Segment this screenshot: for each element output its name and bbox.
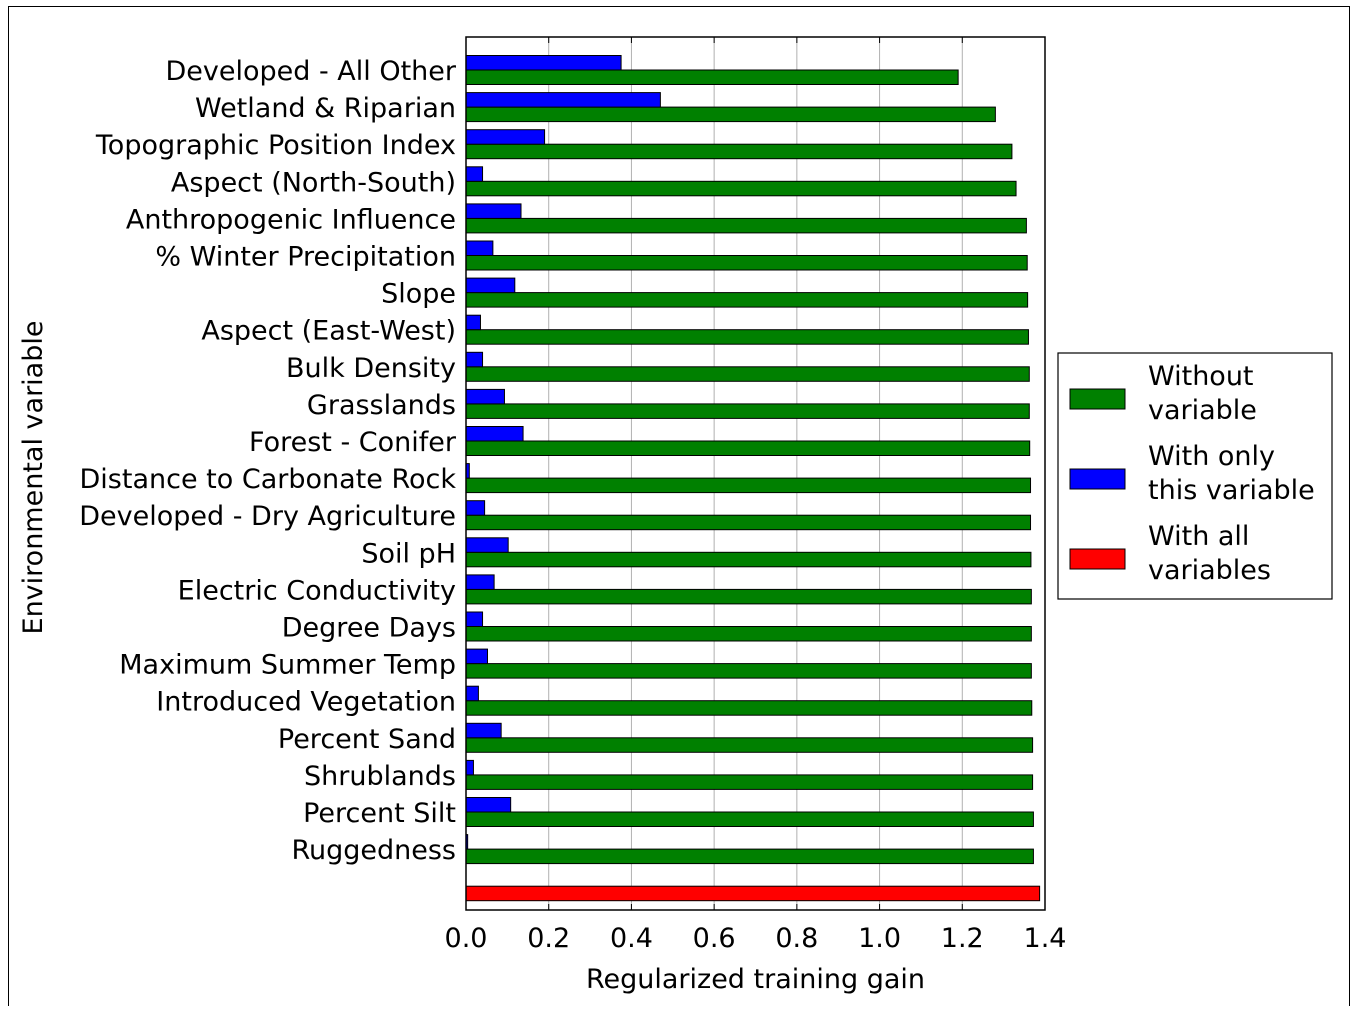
bar-without-variable	[465, 106, 996, 123]
legend-swatch	[1069, 468, 1126, 490]
legend-label: variable	[1148, 395, 1257, 426]
bar-without-variable	[465, 143, 1013, 160]
bar-with-only-this-variable	[465, 611, 484, 627]
bar-without-variable	[465, 514, 1032, 531]
y-tick-label: % Winter Precipitation	[155, 242, 456, 273]
bar-with-only-this-variable	[465, 426, 524, 442]
y-tick-label: Soil pH	[361, 538, 456, 569]
bar-with-only-this-variable	[465, 277, 516, 294]
bar-with-only-this-variable	[465, 129, 546, 145]
bar-with-only-this-variable	[465, 240, 494, 256]
bar-with-only-this-variable	[465, 537, 509, 553]
legend-label: variables	[1148, 555, 1271, 586]
y-tick-label: Percent Silt	[303, 798, 456, 829]
bar-with-only-this-variable	[465, 797, 512, 813]
bar-without-variable	[465, 440, 1031, 456]
y-tick-label: Wetland & Riparian	[195, 93, 456, 124]
bar-with-only-this-variable	[465, 759, 474, 776]
bar-without-variable	[465, 329, 1029, 345]
y-tick-label: Electric Conductivity	[178, 575, 456, 606]
y-tick-label: Degree Days	[282, 613, 456, 644]
bar-with-all-variables	[465, 885, 1041, 902]
y-tick-label: Introduced Vegetation	[156, 687, 456, 718]
figure-frame	[8, 6, 1350, 1006]
bar-without-variable	[465, 588, 1032, 605]
plot-area-border	[465, 36, 1046, 911]
bar-with-only-this-variable	[465, 92, 661, 108]
y-axis-label: Environmental variable	[18, 321, 49, 635]
bar-with-only-this-variable	[465, 314, 481, 331]
y-tick-label: Grasslands	[307, 390, 456, 421]
y-tick-label: Forest - Conifer	[249, 427, 457, 458]
bar-without-variable	[465, 737, 1034, 753]
bar-with-only-this-variable	[465, 55, 622, 71]
x-tick-label: 0.4	[610, 923, 653, 954]
y-tick-label: Maximum Summer Temp	[119, 650, 456, 681]
bar-without-variable	[465, 69, 959, 85]
bar-without-variable	[465, 217, 1027, 234]
bar-with-only-this-variable	[465, 648, 489, 665]
bar-without-variable	[465, 774, 1034, 790]
y-tick-label: Distance to Carbonate Rock	[80, 464, 457, 495]
bar-without-variable	[465, 180, 1017, 197]
y-tick-label: Topographic Position Index	[95, 130, 456, 161]
bar-without-variable	[465, 255, 1028, 271]
y-tick-label: Slope	[381, 279, 456, 310]
x-tick-label: 1.4	[1024, 923, 1067, 954]
y-tick-label: Developed - Dry Agriculture	[79, 501, 456, 532]
x-axis-label: Regularized training gain	[586, 964, 925, 995]
y-tick-label: Percent Sand	[278, 724, 456, 755]
bar-without-variable	[465, 366, 1030, 382]
bar-without-variable	[465, 663, 1032, 679]
bar-without-variable	[465, 477, 1032, 494]
y-tick-label: Aspect (North-South)	[171, 167, 456, 198]
y-tick-label: Anthropogenic Influence	[126, 204, 456, 235]
x-tick-label: 0.8	[775, 923, 818, 954]
bar-with-only-this-variable	[465, 574, 495, 590]
bar-without-variable	[465, 403, 1030, 419]
bar-without-variable	[465, 848, 1034, 865]
y-tick-label: Ruggedness	[291, 835, 456, 866]
x-tick-label: 1.0	[858, 923, 901, 954]
y-tick-labels: Developed - All Other Wetland & Riparian T…	[79, 56, 457, 866]
x-tick-label: 0.6	[693, 923, 736, 954]
bar-with-only-this-variable	[465, 351, 484, 368]
y-tick-label: Bulk Density	[286, 353, 456, 384]
legend-label: Without	[1148, 361, 1254, 392]
bar-without-variable	[465, 292, 1029, 308]
bar-with-only-this-variable	[465, 203, 522, 219]
y-tick-label: Developed - All Other	[165, 56, 456, 87]
bar-without-variable	[465, 700, 1033, 716]
x-tick-label: 0.2	[527, 923, 570, 954]
legend-label: this variable	[1148, 475, 1315, 506]
bar-with-only-this-variable	[465, 722, 502, 739]
legend-label: With all	[1148, 521, 1249, 552]
y-tick-label: Aspect (East-West)	[201, 316, 456, 347]
bar-with-only-this-variable	[465, 685, 479, 702]
bar-without-variable	[465, 811, 1034, 827]
x-tick-labels: 0.0 0.2 0.4 0.6 0.8 1.0 1.2 1.4	[445, 37, 1067, 954]
bar-with-only-this-variable	[465, 166, 484, 182]
legend-swatch	[1069, 548, 1126, 570]
bar-without-variable	[465, 626, 1032, 642]
bar-without-variable	[465, 551, 1032, 568]
bar-with-only-this-variable	[465, 500, 486, 516]
bars	[465, 55, 1041, 902]
bar-with-only-this-variable	[465, 388, 505, 405]
legend-label: With only	[1148, 441, 1275, 472]
x-tick-label: 0.0	[445, 923, 488, 954]
legend-swatch	[1069, 388, 1126, 410]
x-tick-label: 1.2	[941, 923, 984, 954]
y-tick-label: Shrublands	[304, 761, 456, 792]
